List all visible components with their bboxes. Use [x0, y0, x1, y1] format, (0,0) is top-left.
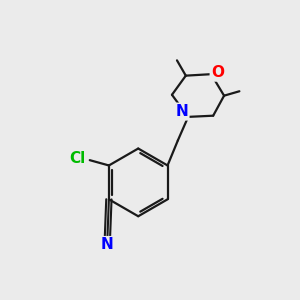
- Text: N: N: [175, 104, 188, 119]
- Text: Cl: Cl: [69, 151, 85, 166]
- Text: N: N: [175, 104, 188, 119]
- Text: N: N: [101, 238, 114, 253]
- Text: N: N: [101, 238, 114, 253]
- Text: Cl: Cl: [69, 151, 85, 166]
- Text: O: O: [211, 65, 224, 80]
- Text: O: O: [211, 65, 224, 80]
